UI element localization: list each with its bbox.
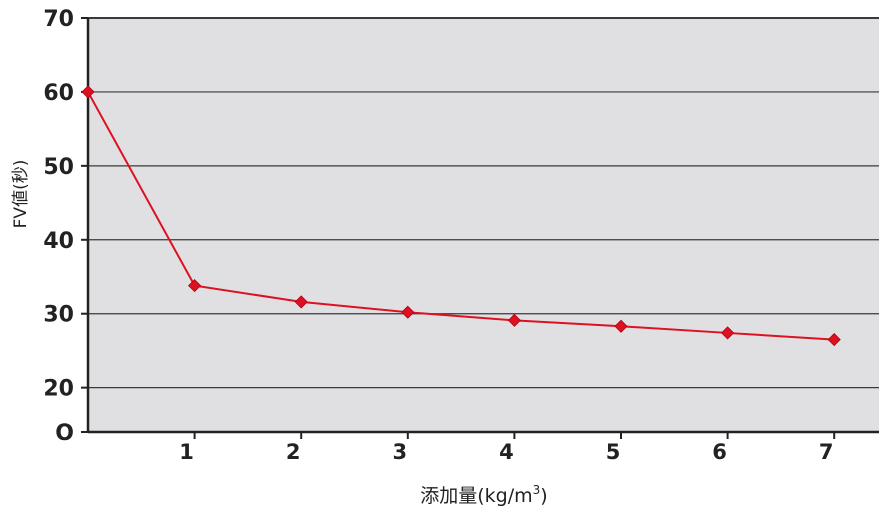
series-line bbox=[87, 91, 835, 341]
y-tick-label: 40 bbox=[43, 229, 74, 254]
y-tick-label: 50 bbox=[43, 155, 74, 180]
data-point bbox=[294, 295, 308, 309]
data-point bbox=[721, 326, 735, 340]
y-tick-label: 20 bbox=[43, 377, 74, 402]
y-tick-label: 30 bbox=[43, 303, 74, 328]
x-tick-label: 4 bbox=[499, 440, 514, 464]
data-point bbox=[614, 319, 628, 333]
x-tick-label: 7 bbox=[819, 440, 834, 464]
data-point bbox=[188, 279, 202, 293]
data-point bbox=[81, 85, 95, 99]
series-layer bbox=[81, 85, 841, 347]
y-axis-label: FV値(秒) bbox=[11, 160, 31, 229]
plot-area bbox=[88, 18, 879, 432]
data-point bbox=[507, 313, 521, 327]
x-tick-label: 2 bbox=[286, 440, 301, 464]
x-axis-label-main: 添加量(kg/m bbox=[420, 485, 532, 507]
x-axis-label-close: ) bbox=[540, 485, 547, 507]
x-axis-label-superscript: 3 bbox=[533, 483, 541, 497]
y-tick-label: 60 bbox=[43, 81, 74, 106]
y-tick-label: 70 bbox=[43, 7, 74, 32]
x-tick-label: 3 bbox=[392, 440, 407, 464]
axis-ticks: O 20 30 40 50 60 70 1 2 3 4 5 6 7 bbox=[43, 7, 836, 464]
x-tick-label: 6 bbox=[712, 440, 727, 464]
x-tick-label: 5 bbox=[606, 440, 621, 464]
gridlines bbox=[88, 17, 879, 389]
data-point bbox=[401, 305, 415, 319]
data-point bbox=[827, 333, 841, 347]
x-tick-label: 1 bbox=[179, 440, 194, 464]
y-tick-label: O bbox=[55, 421, 74, 446]
x-axis-label: 添加量(kg/m3) bbox=[420, 483, 547, 507]
